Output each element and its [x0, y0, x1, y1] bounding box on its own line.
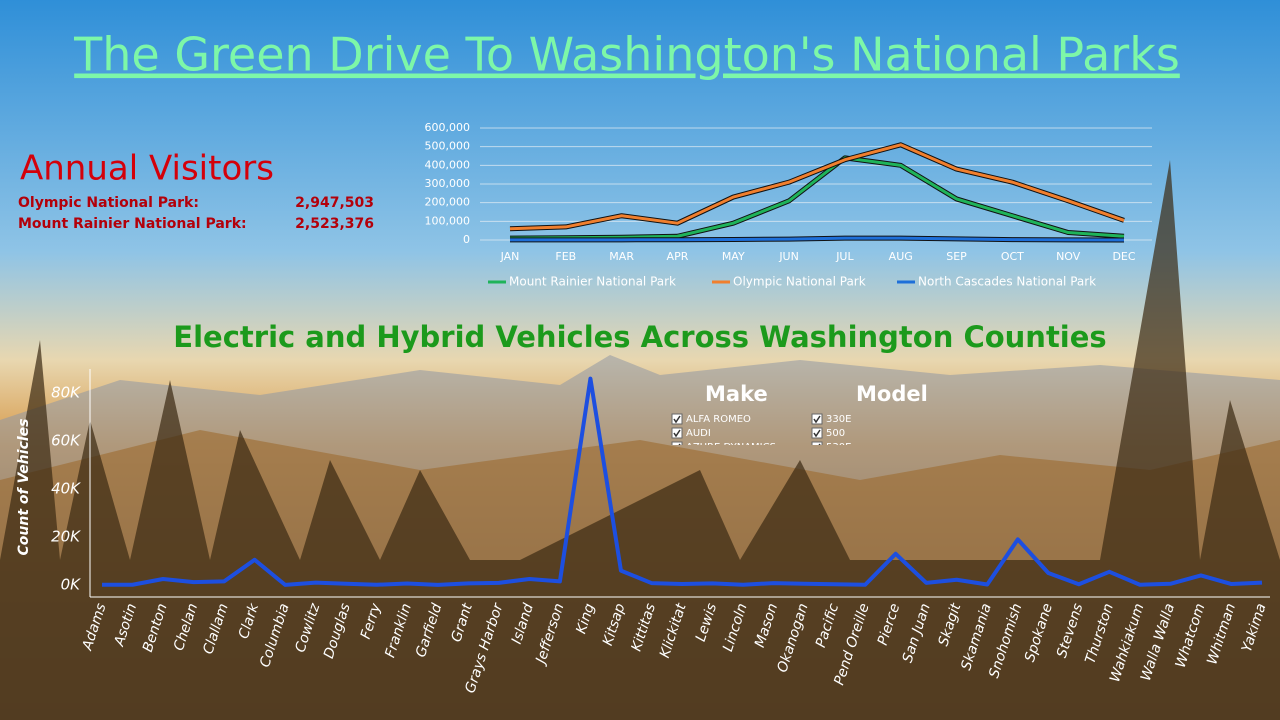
slicer-title: Model [856, 382, 928, 406]
slicer-item[interactable]: 530E [826, 442, 851, 453]
series-line [509, 156, 1125, 240]
y-tick-label: 40K [51, 480, 81, 498]
slicer-item[interactable]: AUDI [686, 428, 711, 439]
checkbox[interactable] [811, 441, 823, 452]
y-tick-label: 100,000 [425, 214, 471, 227]
legend-label: North Cascades National Park [918, 275, 1096, 289]
visitors-value: 2,523,376 [295, 216, 374, 232]
series-line [102, 376, 1263, 587]
x-tick-label: FEB [555, 250, 576, 263]
checkbox[interactable] [671, 427, 683, 439]
slicer-body: Model 330E 500 530E [811, 382, 928, 453]
y-tick-label: 80K [51, 384, 81, 402]
page-title: The Green Drive To Washington's National… [73, 28, 1180, 82]
x-tick-label: OCT [1001, 250, 1024, 263]
checkbox[interactable] [811, 413, 823, 425]
chart-title: Electric and Hybrid Vehicles Across Wash… [173, 320, 1106, 354]
y-tick-label: 500,000 [425, 140, 471, 153]
y-tick-label: 200,000 [425, 196, 471, 209]
y-axis-title: Count of Vehicles [16, 419, 32, 556]
y-tick-label: 0K [61, 576, 82, 594]
slicer-item[interactable]: ALFA ROMEO [686, 414, 751, 425]
y-tick-label: 400,000 [425, 158, 471, 171]
series-line [510, 236, 1125, 242]
x-tick-label: JAN [500, 250, 520, 263]
slicer-item[interactable]: AZURE DYNAMICS [686, 442, 776, 453]
x-tick-label: MAR [609, 250, 634, 263]
y-tick-label: 60K [51, 432, 81, 450]
visitors-label: Mount Rainier National Park: [18, 216, 247, 232]
visitors-label: Olympic National Park: [18, 195, 199, 211]
x-tick-label: AUG [889, 250, 913, 263]
x-tick-label: SEP [946, 250, 967, 263]
x-tick-label: JUN [778, 250, 799, 263]
slicer-body: Make ALFA ROMEO AUDI AZURE DYNAMICS [671, 382, 776, 453]
slicer: Model 330E 500 530E [811, 382, 928, 453]
series-line [509, 143, 1125, 231]
x-tick-label: JUL [835, 250, 854, 263]
y-tick-label: 600,000 [425, 121, 471, 134]
check-mark [673, 429, 681, 438]
checkbox[interactable] [671, 441, 683, 452]
check-mark [813, 415, 821, 424]
checkbox[interactable] [671, 413, 683, 425]
visitors-value: 2,947,503 [295, 195, 374, 211]
y-tick-label: 300,000 [425, 177, 471, 190]
checkbox[interactable] [811, 427, 823, 439]
y-tick-label: 0 [463, 233, 470, 246]
slicer: Make ALFA ROMEO AUDI AZURE DYNAMICS [671, 382, 776, 453]
slicer-title: Make [705, 382, 768, 406]
slicer-item[interactable]: 500 [826, 428, 845, 439]
check-mark [813, 429, 821, 438]
legend-label: Olympic National Park [733, 275, 866, 289]
legend-label: Mount Rainier National Park [509, 275, 676, 289]
visitors-title: Annual Visitors [20, 149, 274, 189]
x-tick-label: DEC [1112, 250, 1135, 263]
x-tick-label: NOV [1056, 250, 1081, 263]
slicer-item[interactable]: 330E [826, 414, 851, 425]
y-tick-label: 20K [51, 528, 81, 546]
x-tick-label: MAY [722, 250, 745, 263]
check-mark [673, 415, 681, 424]
x-tick-label: APR [667, 250, 689, 263]
